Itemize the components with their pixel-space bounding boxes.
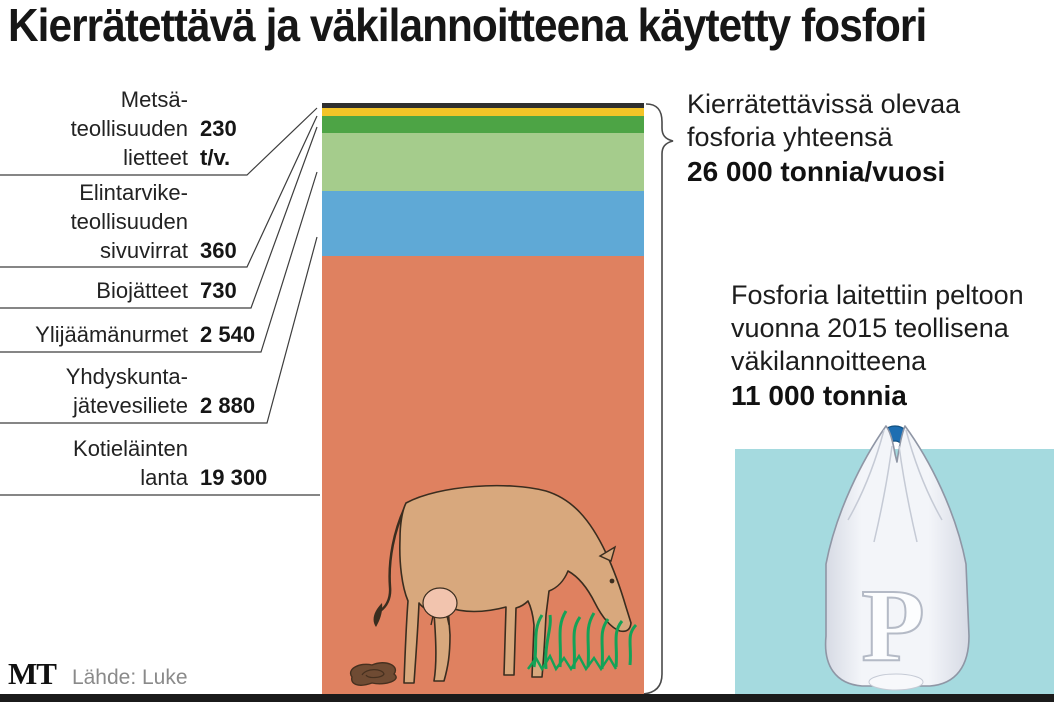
bar-segment-metsateollisuuden-lietteet bbox=[322, 103, 644, 109]
cow-tail bbox=[379, 504, 408, 613]
category-label: Kotieläinten lanta bbox=[73, 436, 188, 490]
bag-bottom-highlight bbox=[868, 673, 924, 691]
stacked-bar bbox=[322, 103, 644, 695]
manure-icon bbox=[349, 662, 397, 686]
annotation-value: 11 000 tonnia bbox=[731, 380, 907, 411]
total-brace bbox=[642, 103, 674, 695]
category-row-biojatteet: Biojätteet 730 bbox=[0, 276, 288, 305]
footer: MT Lähde: Luke bbox=[8, 656, 188, 692]
category-row-yhdyskuntajatevesiliete: Yhdyskunta- jätevesiliete 2 880 bbox=[0, 362, 288, 420]
grass-icon bbox=[527, 610, 638, 672]
cow-illustration bbox=[349, 484, 638, 686]
category-row-elintarviketeollisuuden-sivuvirrat: Elintarvike- teollisuuden sivuvirrat 360 bbox=[0, 178, 288, 265]
category-value: 360 bbox=[200, 238, 237, 263]
category-value: 2 880 bbox=[200, 393, 256, 418]
bar-segment-ylijaamanurmet bbox=[322, 132, 644, 191]
source-label: Lähde: Luke bbox=[71, 666, 188, 689]
manure-swirl bbox=[361, 669, 385, 679]
cow-tail-tuft bbox=[373, 603, 383, 627]
recyclable-total-annotation: Kierrätettävissä olevaa fosforia yhteens… bbox=[687, 88, 960, 190]
category-value: 2 540 bbox=[200, 322, 256, 347]
bar-segment-yhdyskuntajatevesiliete bbox=[322, 190, 644, 257]
cow-eye bbox=[609, 578, 615, 584]
fertilizer-bag-illustration: P bbox=[824, 425, 970, 691]
bar-segment-elintarviketeollisuuden-sivuvirrat bbox=[322, 108, 644, 117]
cow-teats bbox=[430, 615, 450, 626]
bag-letter: P bbox=[861, 568, 925, 683]
category-label: Elintarvike- teollisuuden sivuvirrat bbox=[70, 180, 188, 263]
page-title: Kierrätettävä ja väkilannoitteena käytet… bbox=[8, 0, 927, 51]
category-label: Ylijäämänurmet bbox=[35, 322, 188, 347]
cow-udder bbox=[422, 587, 458, 619]
category-value: 730 bbox=[200, 278, 237, 303]
category-value: 19 300 bbox=[200, 465, 268, 490]
category-row-metsateollisuuden-lietteet: Metsä- teollisuuden lietteet 230 t/v. bbox=[0, 85, 288, 172]
category-value: 230 t/v. bbox=[200, 116, 237, 170]
bottom-ground-bar bbox=[0, 694, 1054, 702]
bar-segment-biojatteet bbox=[322, 116, 644, 133]
mt-logo: MT bbox=[8, 656, 57, 691]
category-label: Biojätteet bbox=[96, 278, 188, 303]
annotation-text: Fosforia laitettiin peltoon vuonna 2015 … bbox=[731, 280, 1024, 376]
category-row-ylijaamanurmet: Ylijäämänurmet 2 540 bbox=[0, 320, 288, 349]
annotation-text: Kierrätettävissä olevaa fosforia yhteens… bbox=[687, 89, 961, 152]
category-row-kotielainten-lanta: Kotieläinten lanta 19 300 bbox=[0, 434, 288, 492]
fertilizer-2015-annotation: Fosforia laitettiin peltoon vuonna 2015 … bbox=[731, 279, 1024, 414]
cow-body bbox=[399, 484, 632, 684]
category-label: Yhdyskunta- jätevesiliete bbox=[65, 364, 188, 418]
bag-folds bbox=[847, 429, 943, 543]
category-label: Metsä- teollisuuden lietteet bbox=[70, 87, 188, 170]
cow-ear bbox=[598, 545, 617, 562]
annotation-value: 26 000 tonnia/vuosi bbox=[687, 156, 946, 187]
